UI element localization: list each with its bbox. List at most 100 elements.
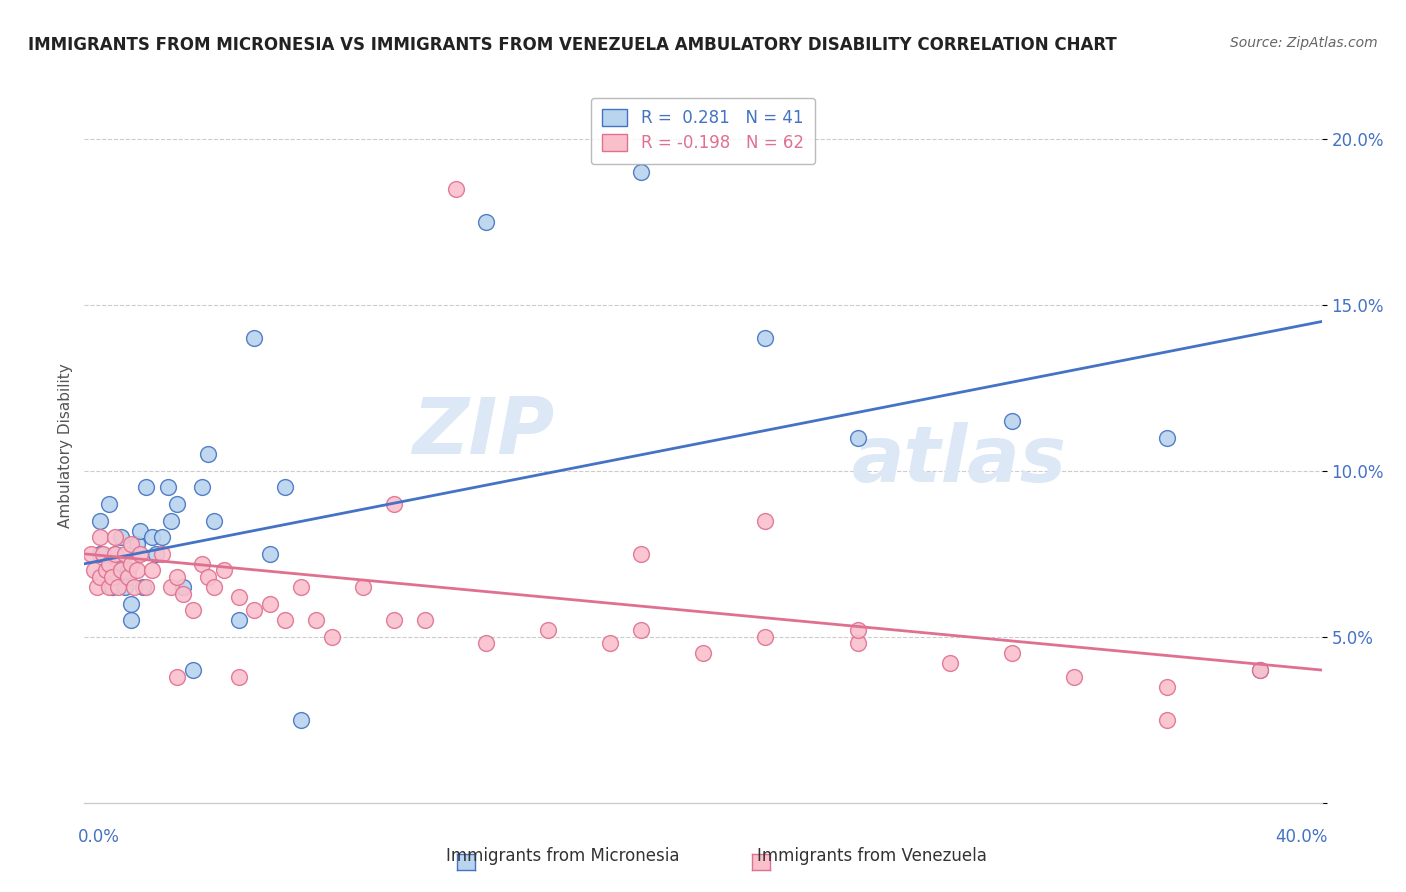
Point [228,590,250,604]
Point [197,570,219,584]
Point [135,481,157,495]
Point [754,331,776,345]
Point [166,570,188,584]
Point [135,580,157,594]
Point [259,547,281,561]
Point [114,580,136,594]
Point [89,514,111,528]
Text: 0.0%: 0.0% [79,828,120,846]
Point [475,215,498,229]
Point [1001,414,1024,428]
Point [104,557,127,571]
Point [321,630,343,644]
Point [110,530,132,544]
Point [1001,647,1024,661]
Point [98,557,121,571]
Point [212,564,235,578]
Point [104,547,127,561]
Point [172,587,194,601]
Point [132,580,155,594]
Point [1063,670,1085,684]
Point [117,570,139,584]
Point [98,497,121,511]
Point [352,580,374,594]
Point [197,447,219,461]
Point [120,557,142,571]
Point [630,165,652,179]
Point [89,570,111,584]
Point [98,580,121,594]
Point [846,624,869,638]
Point [83,564,105,578]
Point [129,547,152,561]
Point [94,564,117,578]
Point [846,431,869,445]
Point [160,580,183,594]
Point [1156,680,1178,694]
Point [129,524,152,538]
Point [754,514,776,528]
Point [939,657,962,671]
Point [104,570,127,584]
Text: Immigrants from Micronesia: Immigrants from Micronesia [446,847,679,864]
Y-axis label: Ambulatory Disability: Ambulatory Disability [58,364,73,528]
Point [444,182,467,196]
Point [754,630,776,644]
Point [94,564,117,578]
Point [382,613,405,627]
Point [101,580,124,594]
Point [537,624,560,638]
Point [228,670,250,684]
Point [1249,663,1271,677]
Legend: R =  0.281   N = 41, R = -0.198   N = 62: R = 0.281 N = 41, R = -0.198 N = 62 [591,97,815,164]
Point [274,481,297,495]
Point [228,613,250,627]
Point [274,613,297,627]
Point [104,547,127,561]
Point [202,580,225,594]
Point [150,547,173,561]
Point [202,514,225,528]
Text: ZIP: ZIP [412,393,554,470]
Point [110,564,132,578]
Point [181,603,204,617]
Point [191,481,214,495]
Point [125,564,148,578]
Point [125,537,148,551]
Point [156,481,179,495]
Point [413,613,436,627]
Point [475,636,498,650]
Point [1372,364,1395,378]
Point [259,597,281,611]
Point [181,663,204,677]
Point [1156,431,1178,445]
Point [243,603,266,617]
Point [89,547,111,561]
Point [104,530,127,544]
Point [120,613,142,627]
Point [91,547,114,561]
Point [172,580,194,594]
Point [599,636,621,650]
Point [150,530,173,544]
Point [122,580,145,594]
Text: atlas: atlas [852,422,1067,499]
Text: IMMIGRANTS FROM MICRONESIA VS IMMIGRANTS FROM VENEZUELA AMBULATORY DISABILITY CO: IMMIGRANTS FROM MICRONESIA VS IMMIGRANTS… [28,36,1116,54]
Point [101,570,124,584]
Point [630,547,652,561]
Point [114,547,136,561]
Point [141,564,163,578]
Point [166,670,188,684]
Point [692,647,714,661]
Point [89,530,111,544]
Point [630,624,652,638]
Point [160,514,183,528]
Point [107,580,129,594]
Point [243,331,266,345]
Point [79,547,101,561]
Text: Source: ZipAtlas.com: Source: ZipAtlas.com [1230,36,1378,50]
Point [86,580,108,594]
Point [1156,713,1178,727]
Point [305,613,328,627]
Point [117,564,139,578]
